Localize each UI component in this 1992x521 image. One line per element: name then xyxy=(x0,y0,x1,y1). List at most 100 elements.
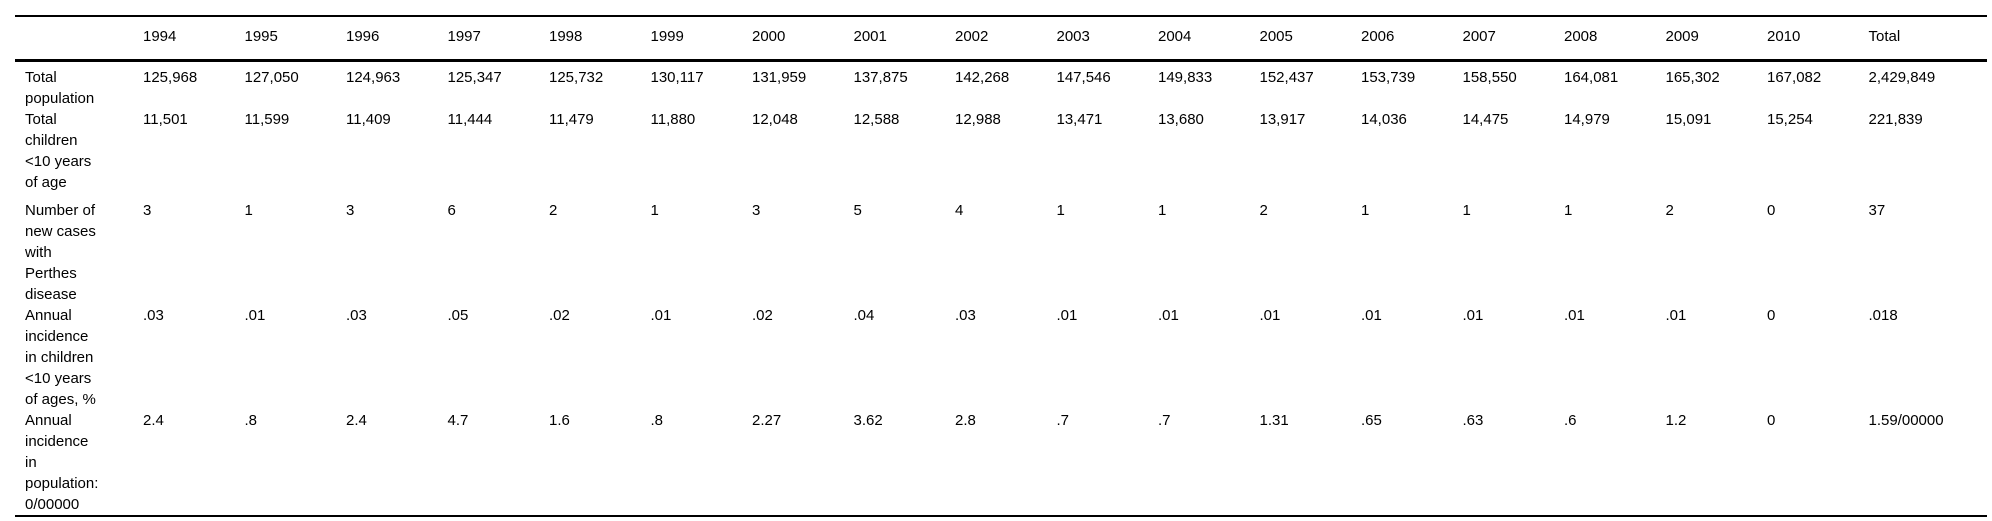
data-cell: 221,839 xyxy=(1868,111,1923,128)
data-cell: 2.27 xyxy=(752,412,782,429)
column-header: 1996 xyxy=(346,28,380,45)
data-cell: .02 xyxy=(549,307,570,324)
data-cell: 5 xyxy=(853,202,862,219)
data-cell: 158,550 xyxy=(1462,69,1517,86)
data-cell: .01 xyxy=(1259,307,1281,324)
data-cell: 167,082 xyxy=(1767,69,1822,86)
data-cell: 11,479 xyxy=(549,111,594,128)
data-cell: 164,081 xyxy=(1564,69,1619,86)
data-cell: 13,917 xyxy=(1259,111,1306,128)
data-cell: 14,036 xyxy=(1361,111,1407,128)
data-cell: 12,988 xyxy=(955,111,1001,128)
data-cell: 0 xyxy=(1767,412,1776,429)
column-header: 1998 xyxy=(549,28,583,45)
data-cell: 12,588 xyxy=(853,111,900,128)
data-cell: 124,963 xyxy=(346,69,401,86)
data-cell: .7 xyxy=(1056,412,1070,429)
column-header: 2004 xyxy=(1158,28,1192,45)
row-label: Annual incidence in population: 0/00000 xyxy=(25,412,99,513)
column-header: 2007 xyxy=(1462,28,1496,45)
data-cell: .01 xyxy=(244,307,266,324)
data-cell: 11,409 xyxy=(346,111,391,128)
data-cell: .03 xyxy=(143,307,164,324)
data-cell: 127,050 xyxy=(244,69,299,86)
data-cell: 1 xyxy=(1462,202,1471,219)
data-cell: .01 xyxy=(1564,307,1585,324)
data-cell: 3 xyxy=(346,202,355,219)
table-row: Number of new cases with Perthes disease… xyxy=(15,200,1987,305)
data-cell: .03 xyxy=(955,307,976,324)
data-cell: 1 xyxy=(1361,202,1370,219)
data-cell: 4 xyxy=(955,202,964,219)
data-cell: 2.8 xyxy=(955,412,976,429)
data-cell: 14,475 xyxy=(1462,111,1509,128)
data-cell: 2.4 xyxy=(143,412,164,429)
perthes-incidence-table: 1994 1995 1996 1997 1998 1999 2000 2 0 0 1 2002 2003… xyxy=(15,15,1987,517)
data-cell: 125,732 xyxy=(549,69,604,86)
data-cell: 15,254 xyxy=(1767,111,1813,128)
data-cell: 3 xyxy=(143,202,152,219)
data-cell: 1 xyxy=(1564,202,1573,219)
table-row: Total children <10 years of age 11,501 11,… xyxy=(15,109,1987,200)
data-cell: 13,680 xyxy=(1158,111,1204,128)
data-cell: 6 xyxy=(447,202,456,219)
data-cell: 1.6 xyxy=(549,412,570,429)
data-cell: 147,546 xyxy=(1056,69,1111,86)
row-label: Annual incidence in children <10 years o… xyxy=(25,307,96,408)
data-cell: 125,347 xyxy=(447,69,502,86)
data-cell: 15,091 xyxy=(1665,111,1712,128)
data-cell: 11,880 xyxy=(650,111,696,128)
row-label: Total population xyxy=(25,69,95,107)
table-row: Total population 125,968 127,050 124,963 125… xyxy=(15,61,1987,110)
data-cell: .018 xyxy=(1868,307,1898,324)
data-cell: 2 xyxy=(1259,202,1268,219)
column-header: 1994 xyxy=(143,28,177,45)
data-cell: .01 xyxy=(1665,307,1687,324)
data-cell: 1 xyxy=(1158,202,1167,219)
data-cell: .01 xyxy=(1462,307,1484,324)
data-cell: 1.31 xyxy=(1259,412,1289,429)
data-cell: .01 xyxy=(1158,307,1179,324)
data-cell: .03 xyxy=(346,307,367,324)
data-cell: 11,599 xyxy=(244,111,290,128)
data-cell: .02 xyxy=(752,307,773,324)
data-cell: 4.7 xyxy=(447,412,469,429)
data-cell: 11,444 xyxy=(447,111,493,128)
column-header: Total xyxy=(1868,28,1901,45)
data-cell: 152,437 xyxy=(1259,69,1314,86)
data-cell: 2 xyxy=(549,202,558,219)
column-header: 1995 xyxy=(244,28,278,45)
data-cell: 2 xyxy=(1665,202,1674,219)
column-header: 2000 xyxy=(752,28,786,45)
column-header: 2008 xyxy=(1564,28,1598,45)
column-header: 2003 xyxy=(1056,28,1090,45)
data-cell: 142,268 xyxy=(955,69,1010,86)
row-label: Number of new cases with Perthes disease xyxy=(25,202,96,303)
table-row: Annual incidence in children <10 years o… xyxy=(15,305,1987,410)
data-cell: 0 xyxy=(1767,202,1776,219)
data-cell: 0 xyxy=(1767,307,1776,324)
data-cell: .01 xyxy=(1361,307,1382,324)
data-cell: .05 xyxy=(447,307,469,324)
data-cell: 137,875 xyxy=(853,69,908,86)
data-cell: 165,302 xyxy=(1665,69,1720,86)
table-row: Annual incidence in population: 0/00000 2… xyxy=(15,410,1987,516)
column-header: 1997 xyxy=(447,28,481,45)
data-cell: 149,833 xyxy=(1158,69,1213,86)
column-header: 2006 xyxy=(1361,28,1395,45)
row-label: Total children <10 years of age xyxy=(25,111,92,191)
column-header: 2009 xyxy=(1665,28,1699,45)
header-row: 1994 1995 1996 1997 1998 1999 2000 2001 2002 2003… xyxy=(15,16,1987,61)
data-cell: .01 xyxy=(650,307,672,324)
data-cell: 1 xyxy=(244,202,253,219)
data-cell: 11,501 xyxy=(143,111,188,128)
data-cell: 13,471 xyxy=(1056,111,1103,128)
table-body: Total population 125,968 127,050 124,963 125… xyxy=(15,61,1987,516)
column-header: 1999 xyxy=(650,28,684,45)
data-cell: 153,739 xyxy=(1361,69,1416,86)
data-cell: 3 xyxy=(752,202,761,219)
column-header: 2002 xyxy=(955,28,989,45)
data-cell: .65 xyxy=(1361,412,1382,429)
data-cell: 2,429,849 xyxy=(1868,69,1936,86)
